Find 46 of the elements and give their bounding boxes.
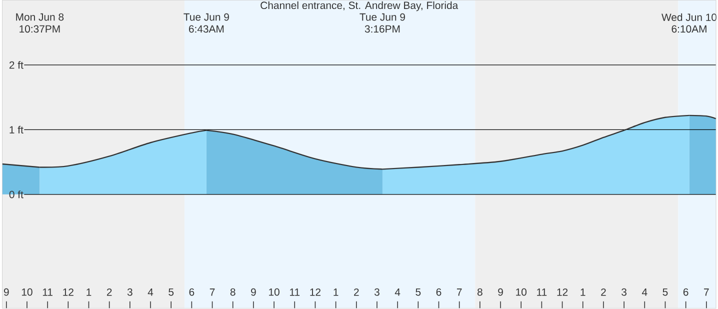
- annotation: Tue Jun 9: [184, 13, 229, 21]
- annotation: 6:10AM: [672, 25, 706, 33]
- annotation: 3:16PM: [364, 25, 400, 33]
- x-tick-label: 12: [557, 288, 568, 296]
- y-tick-label: 1 ft: [10, 126, 24, 134]
- x-tick-label: 10: [516, 288, 526, 296]
- x-tick-label: 11: [290, 288, 300, 296]
- x-tick-label: 8: [477, 288, 482, 296]
- x-tick-label: 12: [310, 288, 320, 296]
- x-tick-label: 8: [230, 288, 236, 296]
- x-tick-label: 7: [704, 288, 709, 296]
- x-tick-label: 5: [416, 288, 421, 296]
- annotation: Mon Jun 8: [16, 13, 64, 21]
- annotation: Wed Jun 10: [662, 13, 717, 22]
- x-tick-label: 1: [86, 288, 92, 296]
- x-tick-label: 12: [63, 288, 74, 296]
- x-tick-label: 4: [394, 288, 400, 296]
- x-tick-label: 11: [537, 288, 547, 296]
- x-tick-label: 11: [42, 288, 52, 296]
- x-tick-label: 7: [456, 288, 462, 296]
- y-tick-label: 2 ft: [9, 61, 24, 69]
- x-tick-label: 10: [22, 288, 32, 296]
- x-tick-label: 9: [251, 288, 256, 296]
- x-tick-label: 6: [683, 288, 688, 296]
- x-tick-label: 5: [168, 288, 174, 296]
- annotation: Tue Jun 9: [360, 13, 405, 21]
- x-tick-label: 3: [127, 288, 132, 296]
- x-tick-label: 9: [498, 288, 503, 296]
- x-tick-label: 1: [580, 288, 586, 296]
- x-tick-label: 6: [189, 288, 194, 296]
- x-tick-label: 5: [662, 288, 668, 296]
- x-tick-label: 2: [601, 288, 606, 296]
- x-tick-label: 7: [210, 288, 215, 296]
- x-tick-label: 9: [4, 288, 9, 296]
- x-tick-label: 6: [436, 288, 442, 296]
- x-tick-label: 10: [269, 288, 280, 296]
- annotation: 10:37PM: [20, 25, 60, 33]
- x-tick-label: 4: [148, 288, 154, 296]
- x-tick-label: 3: [622, 288, 626, 296]
- x-tick-label: 2: [106, 288, 112, 296]
- x-tick-label: 2: [354, 288, 359, 296]
- chart-title: Channel entrance, St. Andrew Bay, Florida: [260, 2, 458, 12]
- x-tick-label: 3: [374, 288, 380, 296]
- x-tick-label: 4: [642, 288, 648, 296]
- x-tick-label: 1: [334, 288, 338, 296]
- annotation: 6:43AM: [188, 25, 224, 33]
